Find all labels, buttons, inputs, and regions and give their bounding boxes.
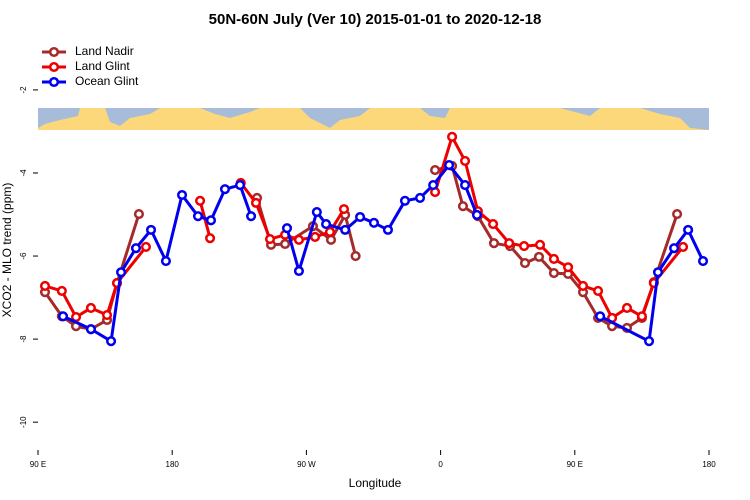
data-point: [234, 179, 246, 191]
data-point: [548, 268, 559, 279]
data-point: [324, 226, 336, 238]
data-point: [430, 165, 441, 176]
data-point: [311, 206, 322, 218]
data-point: [460, 155, 471, 166]
data-point: [636, 311, 647, 322]
x-tick-label: 0: [438, 460, 443, 469]
y-tick-label: -8: [19, 335, 28, 343]
data-point: [471, 209, 483, 220]
data-point: [58, 311, 69, 322]
x-tick-label: 180: [702, 460, 716, 469]
data-point: [447, 131, 458, 142]
legend-swatch-point: [48, 61, 60, 73]
data-point: [460, 179, 471, 191]
data-point: [652, 267, 664, 278]
data-point: [130, 243, 142, 254]
data-point: [101, 309, 113, 321]
data-point: [106, 336, 117, 347]
data-point: [488, 238, 500, 249]
y-axis-label: XCO2 - MLO trend (ppm): [0, 183, 14, 318]
data-point: [325, 234, 337, 245]
data-point: [548, 253, 559, 265]
data-point: [382, 224, 394, 235]
chart-title: 50N-60N July (Ver 10) 2015-01-01 to 2020…: [209, 11, 542, 28]
map-band: [38, 108, 709, 130]
data-point: [281, 223, 293, 234]
data-point: [85, 302, 96, 314]
data-point: [246, 211, 257, 222]
data-point: [56, 285, 67, 296]
data-point: [683, 224, 694, 235]
legend-swatch-point: [48, 76, 60, 88]
data-point: [39, 280, 51, 291]
data-point: [577, 280, 589, 291]
y-tick-label: -4: [19, 169, 28, 177]
data-point: [672, 209, 683, 220]
legend-label: Ocean Glint: [75, 74, 139, 88]
x-tick-label: 90 E: [30, 460, 46, 469]
data-point: [140, 241, 152, 252]
data-point: [697, 255, 709, 267]
data-point: [192, 211, 204, 222]
data-point: [280, 238, 291, 250]
data-point: [533, 251, 545, 262]
legend-label: Land Glint: [75, 59, 130, 73]
data-point: [340, 224, 351, 235]
data-point: [321, 219, 332, 230]
data-point: [195, 195, 206, 206]
map-land: [38, 108, 709, 130]
data-point: [368, 217, 379, 228]
data-point: [488, 219, 499, 230]
data-point: [563, 262, 574, 273]
x-tick-label: 180: [166, 460, 180, 469]
data-point: [444, 160, 455, 171]
data-point: [519, 241, 530, 252]
data-point: [219, 184, 231, 195]
data-point: [338, 204, 350, 215]
data-point: [205, 215, 217, 226]
data-point: [250, 197, 262, 208]
x-axis-label: Longitude: [349, 476, 402, 490]
data-point: [595, 311, 606, 322]
data-point: [133, 209, 144, 220]
data-point: [350, 250, 361, 262]
data-point: [535, 239, 546, 250]
data-point: [504, 238, 515, 249]
legend-label: Land Nadir: [75, 44, 134, 58]
legend-swatch-point: [48, 46, 60, 58]
data-point: [678, 241, 689, 252]
y-tick-label: -2: [19, 86, 28, 94]
y-tick-label: -6: [19, 252, 28, 260]
data-point: [621, 302, 633, 314]
x-tick-label: 90 E: [567, 460, 583, 469]
x-tick-label: 90 W: [297, 460, 316, 469]
data-point: [399, 195, 411, 206]
data-point: [309, 231, 321, 242]
data-point: [116, 267, 127, 278]
data-point: [644, 336, 655, 347]
data-point: [160, 255, 171, 267]
data-point: [264, 233, 276, 245]
data-point: [85, 324, 96, 335]
data-point: [593, 285, 604, 296]
series-line: [62, 163, 705, 343]
data-point: [414, 192, 426, 203]
data-point: [293, 234, 304, 245]
data-point: [428, 179, 439, 191]
y-tick-label: -10: [19, 416, 28, 428]
data-point: [355, 211, 366, 223]
data-point: [293, 265, 304, 277]
data-point: [145, 224, 157, 235]
data-point: [205, 233, 216, 244]
data-point: [176, 189, 188, 201]
data-point: [669, 243, 680, 254]
data-point: [519, 258, 531, 269]
data-point: [457, 201, 469, 212]
